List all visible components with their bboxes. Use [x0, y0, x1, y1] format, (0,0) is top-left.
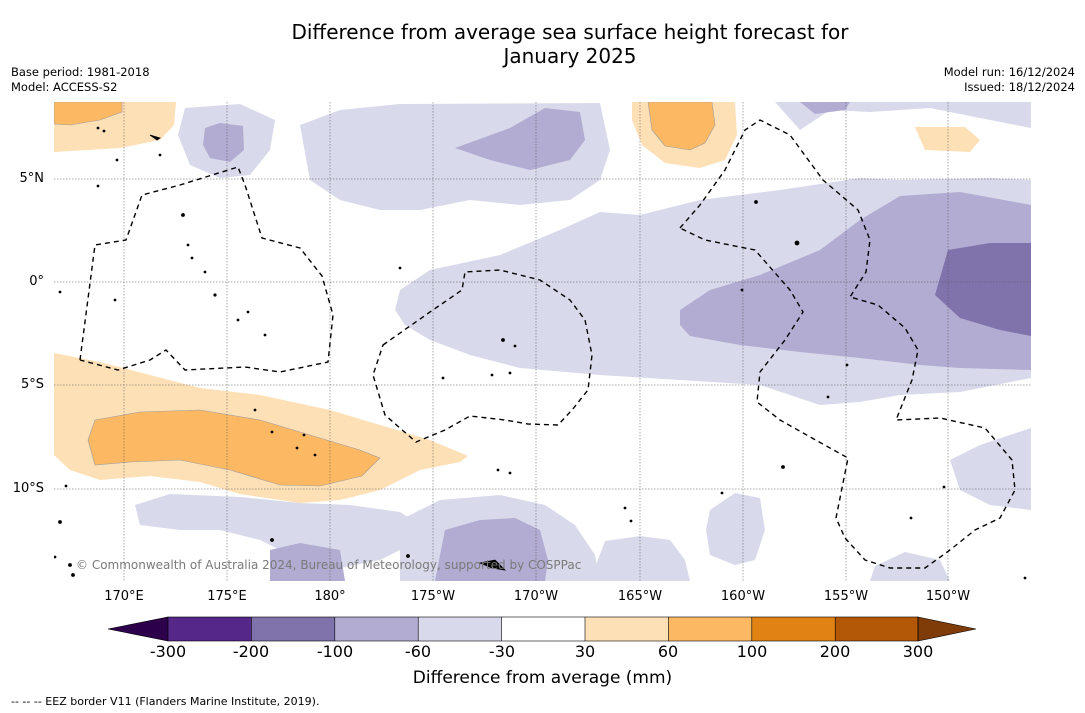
colorbar-high-extend [917, 616, 977, 642]
colorbar-segment-8 [751, 617, 836, 641]
colorbar-segment-9 [835, 617, 918, 641]
contour-medium-purple-south [435, 518, 548, 581]
lon-label-170e: 170°E [104, 589, 144, 604]
gridlines [54, 102, 1031, 581]
colorbar-segment-5 [501, 617, 585, 641]
map-title: Difference from average sea surface heig… [0, 20, 1085, 68]
colorbar-tick-7: 60 [657, 642, 679, 661]
colorbar-segment-7 [668, 617, 752, 641]
lon-label-160w: 160°W [720, 589, 766, 604]
lat-label-0: 0° [29, 274, 44, 289]
colorbar [107, 616, 977, 642]
colorbar-segment-2 [251, 617, 335, 641]
colorbar-segment-1 [168, 617, 252, 641]
contour-medium-orange-north [648, 102, 715, 150]
contour-medium-orange-sw [88, 410, 380, 486]
colorbar-low-extend [107, 616, 169, 642]
colorbar-tick-6: 30 [574, 642, 596, 661]
contour-dark-purple-east [935, 243, 1031, 336]
eez-footnote: -- -- -- EEZ border V11 (Flanders Marine… [11, 695, 320, 708]
colorbar-tick-9: 200 [819, 642, 851, 661]
contour-light-purple-se [950, 428, 1031, 510]
eez-borders [79, 119, 1016, 569]
model-run-date: Model run: 16/12/2024 [943, 65, 1075, 79]
lat-label-10s: 10°S [12, 481, 44, 496]
lon-label-180: 180° [314, 589, 346, 604]
contour-medium-purple-2 [203, 123, 244, 162]
contour-medium-purple-3 [800, 102, 850, 114]
contour-light-purple-south-4 [706, 493, 765, 565]
colorbar-tick-8: 100 [736, 642, 768, 661]
contour-medium-purple-1 [455, 108, 585, 170]
colorbar-label: Difference from average (mm) [412, 668, 673, 688]
contour-outlines [54, 102, 716, 487]
colorbar-dividers [167, 616, 919, 642]
contour-light-purple-south-1 [135, 494, 420, 568]
lon-label-155w: 155°W [823, 589, 869, 604]
colorbar-segment-3 [334, 617, 419, 641]
contour-light-orange-ne [915, 127, 980, 152]
lon-label-165w: 165°W [617, 589, 663, 604]
contour-light-purple-south-5 [870, 552, 950, 581]
title-line-2: January 2025 [503, 44, 637, 68]
lon-label-150w: 150°W [925, 589, 971, 604]
meta-right: Model run: 16/12/2024 Issued: 18/12/2024 [944, 65, 1075, 95]
map-area [54, 102, 1031, 581]
islands [54, 126, 1027, 580]
colorbar-segment-6 [585, 617, 669, 641]
colorbar-tick-3: -100 [316, 642, 354, 661]
contour-medium-orange-nw [54, 102, 122, 125]
issued-date: Issued: 18/12/2024 [964, 80, 1075, 94]
lat-label-5s: 5°S [20, 377, 44, 392]
lat-label-5n: 5°N [19, 171, 45, 186]
contour-medium-purple-east [680, 192, 1031, 370]
contour-light-purple-north [120, 102, 1031, 581]
colorbar-segment-4 [418, 617, 502, 641]
base-period: Base period: 1981-2018 [11, 65, 150, 79]
colorbar-tick-1: -300 [149, 642, 187, 661]
copyright-notice: © Commonwealth of Australia 2024, Bureau… [76, 558, 582, 572]
meta-left: Base period: 1981-2018 Model: ACCESS-S2 [11, 65, 150, 95]
contour-medium-purple-sw [270, 543, 345, 581]
colorbar-tick-5: -30 [488, 642, 516, 661]
lon-label-175e: 175°E [207, 589, 247, 604]
title-line-1: Difference from average sea surface heig… [291, 20, 849, 44]
lon-label-175w: 175°W [410, 589, 456, 604]
colorbar-tick-4: -60 [404, 642, 432, 661]
model-name: Model: ACCESS-S2 [11, 80, 118, 94]
lon-label-170w: 170°W [513, 589, 559, 604]
colorbar-tick-10: 300 [902, 642, 934, 661]
colorbar-tick-2: -200 [232, 642, 270, 661]
